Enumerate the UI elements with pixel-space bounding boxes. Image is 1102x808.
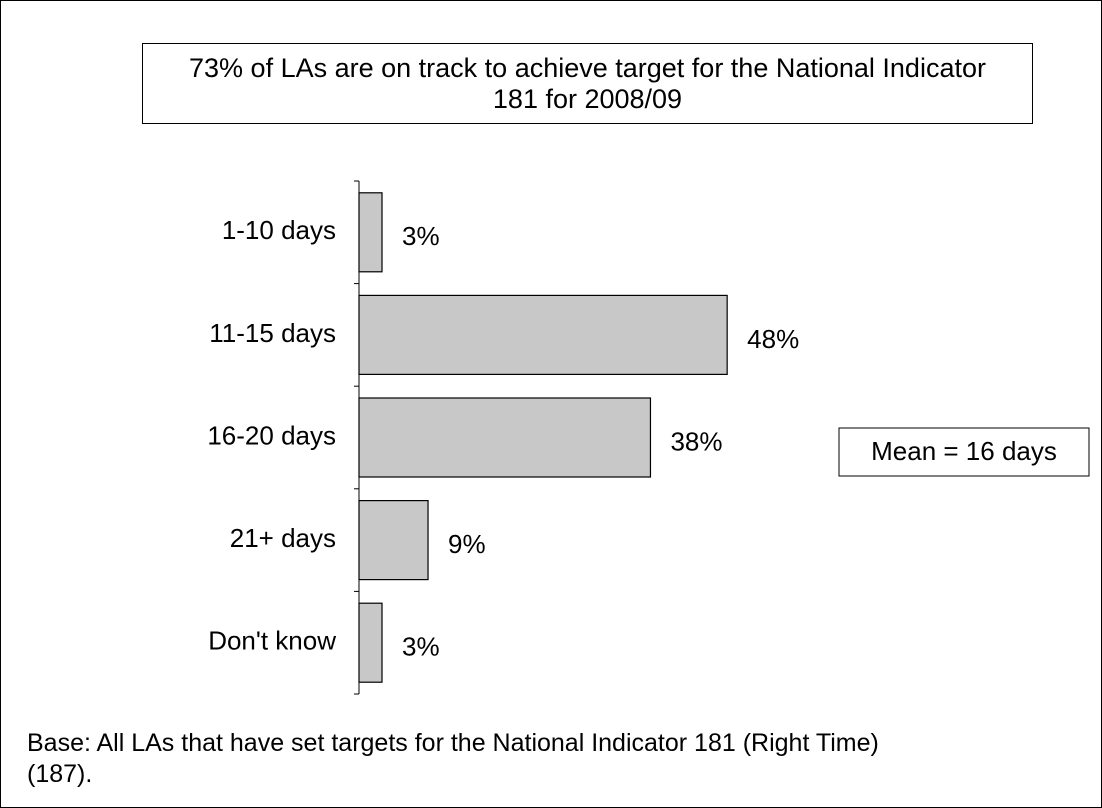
bar bbox=[358, 192, 383, 273]
category-label: 1-10 days bbox=[222, 215, 336, 245]
category-label: 16-20 days bbox=[207, 420, 336, 450]
annotation-box bbox=[838, 427, 1090, 477]
category-label: 21+ days bbox=[230, 523, 336, 553]
footnote: Base: All LAs that have set targets for … bbox=[27, 729, 879, 788]
category-label: 11-15 days bbox=[209, 318, 336, 348]
value-label: 3% bbox=[402, 221, 440, 251]
bar bbox=[358, 397, 652, 478]
chart-title: 73% of LAs are on track to achieve targe… bbox=[142, 43, 1033, 124]
category-label: Don't know bbox=[208, 626, 336, 656]
value-label: 38% bbox=[670, 426, 722, 456]
bar bbox=[358, 602, 383, 683]
value-label: 3% bbox=[402, 632, 440, 662]
value-label: 48% bbox=[747, 324, 799, 354]
value-label: 9% bbox=[448, 529, 486, 559]
annotation: Mean = 16 days bbox=[871, 436, 1057, 466]
bar bbox=[358, 500, 429, 581]
bar bbox=[358, 294, 728, 375]
